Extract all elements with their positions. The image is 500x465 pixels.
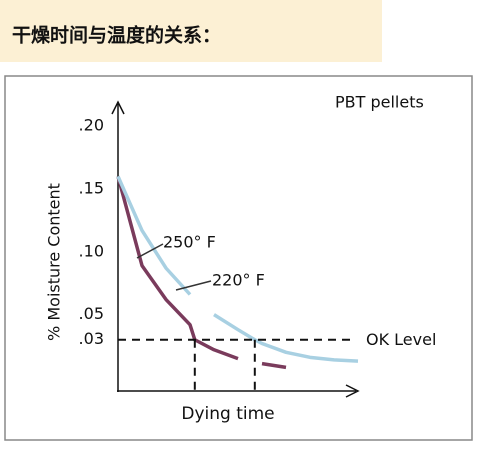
y-tick-label: .15 [79,178,104,197]
y-tick-label: .05 [79,304,104,323]
line-series [116,175,359,363]
title-banner [0,0,382,62]
chart-title: 干燥时间与温度的关系： [12,24,221,47]
y-axis-label: % Moisture Content [45,183,64,341]
annotation: PBT pellets [335,93,424,112]
line-series [116,175,287,370]
x-arrow [345,384,360,398]
series-label: 220° F [212,271,265,290]
series-label: 250° F [163,233,216,252]
y-arrow [111,100,125,115]
y-tick-label: .03 [79,329,104,348]
y-tick-label: .20 [79,116,104,135]
leader [175,280,212,291]
leader [136,243,164,259]
ok-level-label: OK Level [366,330,436,349]
x-axis-label: Dying time [181,404,274,424]
chart-frame [4,75,473,441]
y-tick-label: .10 [79,241,104,260]
